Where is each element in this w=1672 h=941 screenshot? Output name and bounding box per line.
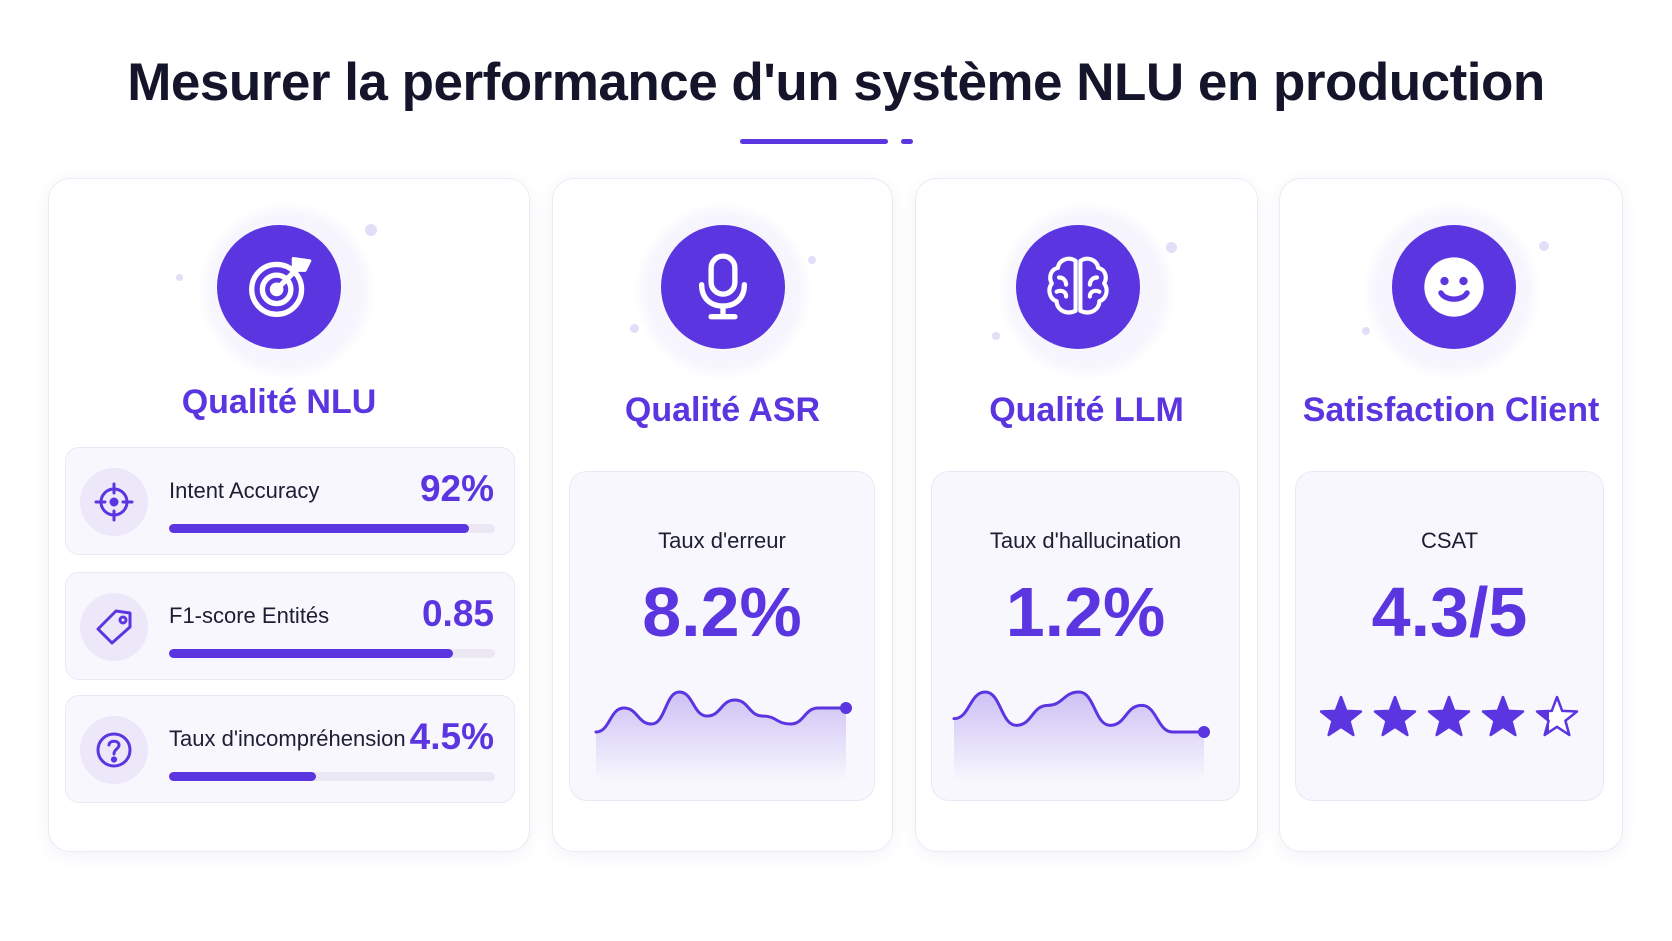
sparkline-end-point xyxy=(840,702,852,714)
star-icon xyxy=(1535,695,1579,737)
metric-f1-entities: F1-score Entités 0.85 xyxy=(65,572,515,680)
star-icon xyxy=(1427,695,1471,737)
metric-panel: CSAT 4.3/5 xyxy=(1295,471,1604,801)
star-icon xyxy=(1320,695,1363,737)
title-underline-long xyxy=(740,139,888,144)
metric-intent-accuracy: Intent Accuracy 92% xyxy=(65,447,515,555)
metric-panel: Taux d'erreur 8.2% xyxy=(569,471,875,801)
panel-value: 4.3/5 xyxy=(1371,573,1528,651)
panel-label: Taux d'erreur xyxy=(658,528,786,553)
card-title: Qualité LLM xyxy=(989,391,1184,429)
card-title: Qualité ASR xyxy=(624,391,821,429)
sparkline-end-point xyxy=(1198,726,1210,738)
panel-value: 1.2% xyxy=(1005,573,1166,651)
sparkline-line xyxy=(952,690,1206,734)
progress-track xyxy=(169,649,495,658)
card-asr-quality: Qualité ASR Taux d'erreur 8.2% xyxy=(552,178,893,852)
card-title: Satisfaction Client xyxy=(1302,391,1600,429)
card-customer-satisfaction: Satisfaction Client CSAT 4.3/5 xyxy=(1279,178,1623,852)
smiley-icon xyxy=(1392,225,1516,349)
trend-sparkline xyxy=(952,690,1210,782)
star-icon xyxy=(1373,695,1417,737)
card-title: Qualité NLU xyxy=(181,383,377,421)
title-underline-short xyxy=(901,139,913,144)
progress-fill xyxy=(169,772,316,781)
crosshair-icon xyxy=(80,468,148,536)
metric-value: 4.5% xyxy=(409,716,494,757)
brain-icon xyxy=(1016,225,1140,349)
metric-label: Taux d'incompréhension xyxy=(169,726,406,751)
progress-track xyxy=(169,524,495,533)
star-rating xyxy=(1320,695,1579,737)
metric-label: F1-score Entités xyxy=(169,603,330,628)
card-llm-quality: Qualité LLM Taux d'hallucination 1.2% xyxy=(915,178,1258,852)
microphone-icon xyxy=(661,225,785,349)
card-nlu-quality: Qualité NLU Intent Accuracy 92% F1-score… xyxy=(48,178,530,852)
metric-value: 0.85 xyxy=(421,593,494,634)
sparkline-area xyxy=(596,692,846,782)
star-icon xyxy=(1481,695,1525,737)
metric-value: 92% xyxy=(419,468,494,509)
metric-label: Intent Accuracy xyxy=(169,478,320,503)
panel-value: 8.2% xyxy=(642,573,802,651)
panel-label: Taux d'hallucination xyxy=(989,528,1182,553)
progress-fill xyxy=(169,524,469,533)
tag-icon xyxy=(80,593,148,661)
metric-misunderstanding-rate: Taux d'incompréhension 4.5% xyxy=(65,695,515,803)
progress-fill xyxy=(169,649,453,658)
page-title: Mesurer la performance d'un système NLU … xyxy=(127,53,1545,112)
progress-track xyxy=(169,772,495,781)
panel-label: CSAT xyxy=(1420,528,1479,553)
sparkline-area xyxy=(954,692,1204,782)
metric-panel: Taux d'hallucination 1.2% xyxy=(931,471,1240,801)
question-icon xyxy=(80,716,148,784)
sparkline-line xyxy=(594,690,848,734)
target-icon xyxy=(217,225,341,349)
trend-sparkline xyxy=(594,690,852,782)
